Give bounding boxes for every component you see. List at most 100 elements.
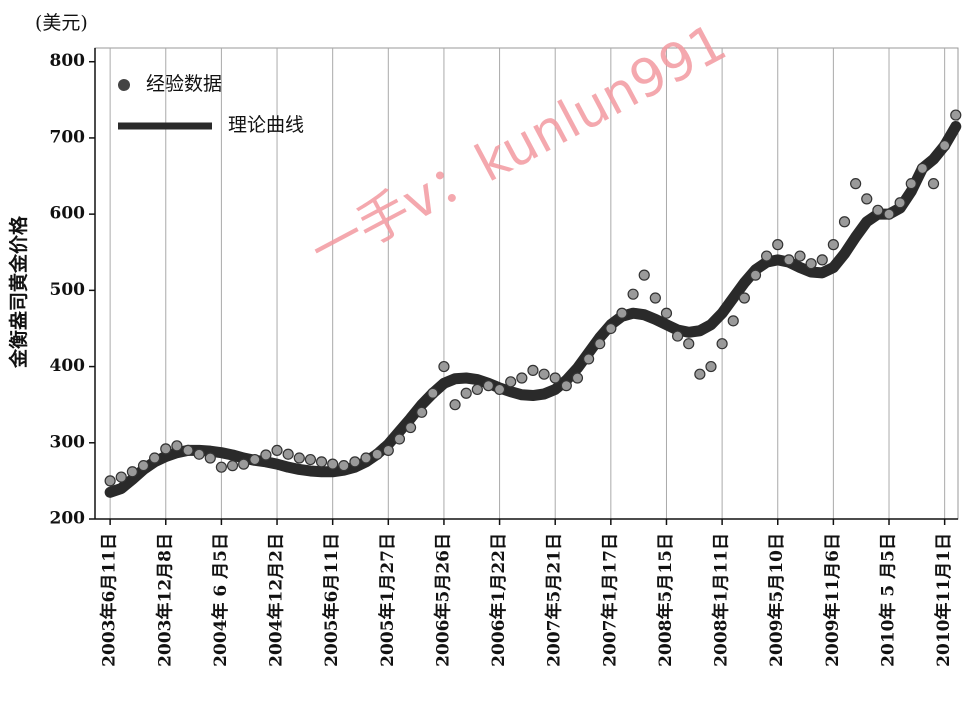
data-point <box>560 380 572 392</box>
y-tick-label: 700 <box>50 127 86 147</box>
data-point <box>249 453 261 466</box>
data-point <box>605 322 617 335</box>
data-point <box>137 460 150 472</box>
data-point <box>582 353 595 365</box>
data-point <box>683 338 695 350</box>
y-tick-label: 800 <box>50 51 86 71</box>
data-point <box>382 444 394 457</box>
data-point <box>694 368 706 380</box>
data-point <box>193 448 205 460</box>
data-point <box>493 383 506 396</box>
data-point <box>371 448 383 460</box>
data-point <box>783 254 795 266</box>
data-point <box>171 440 183 452</box>
data-point <box>649 292 661 304</box>
legend-label: 理论曲线 <box>228 114 304 136</box>
data-point <box>794 250 806 262</box>
x-tick-label: 2010年11月1日 <box>933 533 954 667</box>
data-point <box>349 456 361 468</box>
watermark: 一手v：kunlun991 <box>301 13 736 282</box>
data-point <box>772 239 784 251</box>
x-tick-label: 2007年5月21日 <box>544 533 565 667</box>
data-point <box>861 193 873 205</box>
data-point <box>660 307 673 319</box>
theory-line <box>104 121 962 498</box>
x-tick-label: 2008年5月15日 <box>655 533 676 667</box>
data-point <box>149 452 161 464</box>
data-point <box>360 452 372 464</box>
y-tick-label: 300 <box>50 432 86 452</box>
data-point <box>838 216 851 228</box>
data-point <box>338 460 350 472</box>
data-point <box>104 475 116 487</box>
data-point <box>571 372 584 384</box>
data-point <box>126 466 138 478</box>
data-point <box>293 452 305 464</box>
data-point <box>516 372 528 384</box>
y-tick-label: 200 <box>50 509 86 529</box>
data-point <box>327 458 339 470</box>
data-point <box>939 139 951 152</box>
x-tick-label: 2008年1月11日 <box>711 533 732 667</box>
data-point <box>404 421 417 434</box>
data-point <box>315 456 328 468</box>
data-point <box>716 338 728 350</box>
data-point <box>393 433 406 445</box>
data-point <box>260 449 272 461</box>
x-tick-label: 2005年6月11日 <box>321 533 342 667</box>
data-point <box>115 471 127 483</box>
data-point <box>850 178 862 190</box>
data-point <box>727 315 739 327</box>
data-point <box>805 258 817 270</box>
y-axis-label: 金衡盎司黄金价格 <box>7 215 30 369</box>
data-point <box>705 360 717 373</box>
data-point <box>827 239 839 251</box>
data-point <box>950 109 962 121</box>
data-point <box>449 399 461 411</box>
x-tick-label: 2010年 5 月5日 <box>878 533 899 667</box>
data-point <box>182 444 194 457</box>
y-unit: (美元) <box>35 12 88 34</box>
x-tick-label: 2006年5月26日 <box>432 533 453 667</box>
data-point <box>894 197 906 209</box>
data-point <box>527 364 539 376</box>
data-point <box>872 204 884 216</box>
data-point <box>238 458 250 470</box>
data-point <box>471 383 483 396</box>
data-point <box>627 288 639 300</box>
data-point <box>438 360 450 373</box>
data-point <box>738 292 750 304</box>
data-point <box>638 269 650 281</box>
y-tick-label: 400 <box>50 356 86 376</box>
data-point <box>883 208 895 220</box>
data-point <box>672 330 684 342</box>
data-point <box>160 443 172 455</box>
x-tick-label: 2004年 6 月5日 <box>210 533 231 667</box>
x-tick-label: 2007年1月17日 <box>599 533 620 667</box>
data-point <box>282 448 294 460</box>
data-point <box>505 376 517 388</box>
data-point <box>905 178 917 190</box>
data-point <box>594 338 606 350</box>
data-point <box>916 162 928 175</box>
data-point <box>761 250 773 262</box>
y-tick-label: 600 <box>50 204 86 224</box>
x-tick-label: 2005年1月27日 <box>377 533 398 667</box>
data-point <box>271 444 283 457</box>
data-point <box>538 368 550 380</box>
x-tick-label: 2003年6月11日 <box>99 533 120 667</box>
x-tick-label: 2004年12月2日 <box>266 533 287 667</box>
data-point <box>460 387 472 399</box>
data-point <box>549 372 561 384</box>
data-point <box>226 460 239 472</box>
data-point <box>427 387 439 399</box>
data-point <box>482 380 495 392</box>
x-tick-label: 2009年11月6日 <box>822 533 843 667</box>
x-tick-label: 2006年1月22日 <box>488 533 509 667</box>
data-point <box>816 254 828 266</box>
data-point <box>304 453 317 466</box>
data-point <box>215 461 228 473</box>
data-point <box>927 178 940 190</box>
legend-label: 经验数据 <box>146 73 222 95</box>
